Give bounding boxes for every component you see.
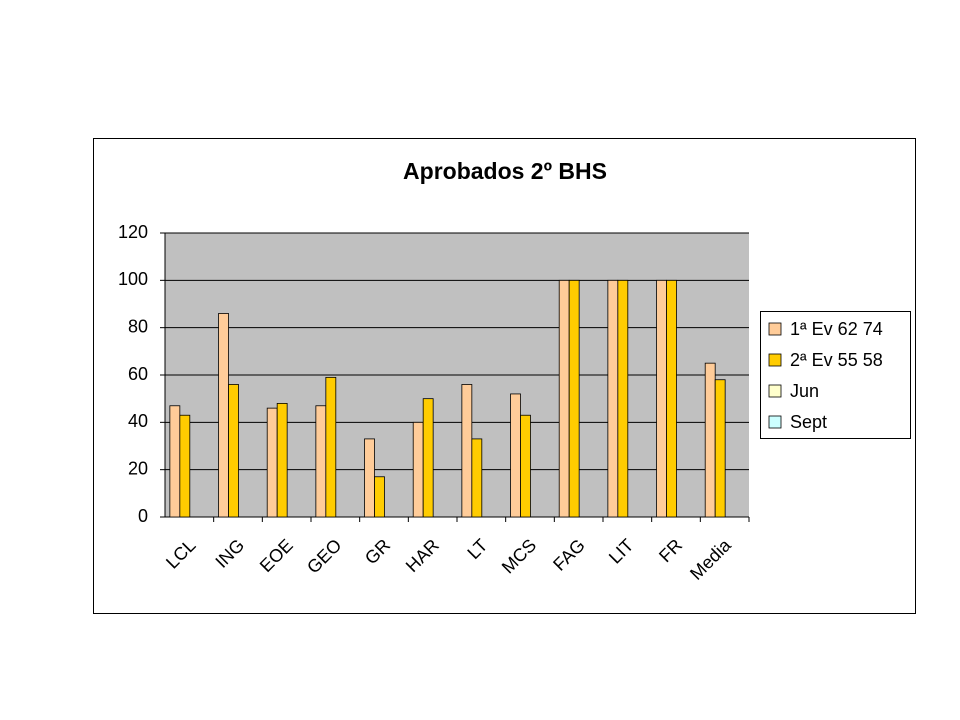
bar: [412, 421, 424, 518]
bar: [568, 279, 580, 518]
bar: [374, 476, 385, 518]
legend: [760, 311, 911, 439]
bar: [666, 279, 677, 518]
y-tick-label: 100: [118, 269, 148, 289]
bar: [714, 379, 726, 518]
bar: [364, 438, 375, 518]
bar: [325, 376, 337, 518]
legend-label: Sept: [790, 412, 827, 432]
bar: [704, 362, 716, 518]
bar: [422, 398, 434, 518]
bar: [315, 405, 327, 518]
bar: [228, 384, 239, 518]
bar: [218, 313, 229, 518]
bar: [461, 384, 473, 518]
y-tick-label: 60: [128, 364, 148, 384]
y-tick-label: 0: [138, 506, 148, 526]
bar: [558, 279, 570, 518]
bar: [276, 402, 288, 518]
bar: [471, 438, 483, 518]
legend-label: 1ª Ev 62 74: [790, 319, 883, 339]
bar: [520, 414, 531, 518]
y-tick-label: 20: [128, 458, 148, 478]
legend-swatch: [768, 415, 782, 429]
legend-swatch: [768, 384, 782, 398]
y-tick-label: 40: [128, 411, 148, 431]
bar: [656, 279, 667, 518]
bar: [607, 279, 619, 518]
bar: [510, 393, 521, 518]
legend-label: Jun: [790, 381, 819, 401]
bar: [179, 414, 191, 518]
legend-swatch: [768, 353, 782, 367]
legend-label: 2ª Ev 55 58: [790, 350, 883, 370]
legend-swatch: [768, 322, 782, 336]
bar: [617, 279, 629, 518]
bar: [169, 405, 181, 518]
y-tick-label: 80: [128, 316, 148, 336]
bar: [266, 407, 278, 518]
chart-title: Aprobados 2º BHS: [403, 158, 607, 184]
y-tick-label: 120: [118, 222, 148, 242]
